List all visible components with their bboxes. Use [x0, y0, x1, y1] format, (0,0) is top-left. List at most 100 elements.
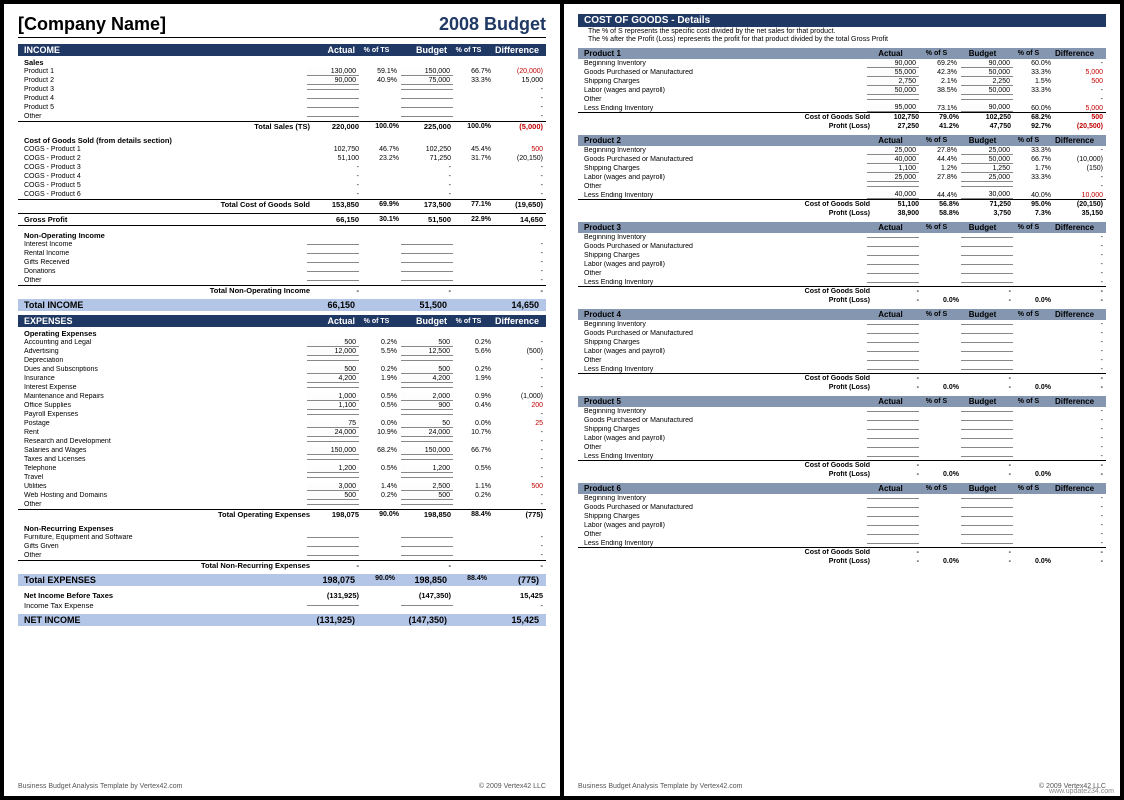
- footer: Business Budget Analysis Template by Ver…: [578, 779, 1106, 790]
- data-row: Product 4-: [18, 94, 546, 103]
- data-row: Product 3-: [18, 85, 546, 94]
- data-row: Shipping Charges2,7502.1%2,2501.5%500: [578, 77, 1106, 86]
- nr-hdr: Non-Recurring Expenses: [18, 524, 546, 533]
- data-row: Taxes and Licenses-: [18, 455, 546, 464]
- data-row: Other-: [578, 95, 1106, 104]
- data-row: Beginning Inventory25,00027.8%25,00033.3…: [578, 146, 1106, 155]
- data-row: Office Supplies1,1000.5%9000.4%200: [18, 401, 546, 410]
- product-header: Product 4Actual% of SBudget% of SDiffere…: [578, 309, 1106, 320]
- budget-title: 2008 Budget: [439, 14, 546, 35]
- data-row: Other-: [18, 500, 546, 509]
- sales-hdr: Sales: [18, 58, 546, 67]
- data-row: Dues and Subscriptions5000.2%5000.2%-: [18, 365, 546, 374]
- data-row: COGS - Product 3---: [18, 163, 546, 172]
- note1: The % of S represents the specific cost …: [578, 28, 1106, 36]
- data-row: Beginning Inventory-: [578, 233, 1106, 242]
- data-row: Research and Development-: [18, 437, 546, 446]
- data-row: Telephone1,2000.5%1,2000.5%-: [18, 464, 546, 473]
- data-row: Salaries and Wages150,00068.2%150,00066.…: [18, 446, 546, 455]
- data-row: Goods Purchased or Manufactured55,00042.…: [578, 68, 1106, 77]
- data-row: Shipping Charges-: [578, 512, 1106, 521]
- watermark: www.update234.com: [1049, 788, 1114, 795]
- data-row: COGS - Product 1102,75046.7%102,25045.4%…: [18, 145, 546, 154]
- data-row: COGS - Product 6---: [18, 190, 546, 199]
- data-row: Shipping Charges1,1001.2%1,2501.7%(150): [578, 164, 1106, 173]
- data-row: Goods Purchased or Manufactured-: [578, 329, 1106, 338]
- data-row: Product 5-: [18, 103, 546, 112]
- data-row: Shipping Charges-: [578, 338, 1106, 347]
- product-header: Product 1Actual% of SBudget% of SDiffere…: [578, 48, 1106, 59]
- data-row: Shipping Charges-: [578, 425, 1106, 434]
- data-row: Labor (wages and payroll)-: [578, 434, 1106, 443]
- data-row: Less Ending Inventory-: [578, 452, 1106, 461]
- data-row: Beginning Inventory-: [578, 494, 1106, 503]
- data-row: Other-: [18, 276, 546, 285]
- data-row: Less Ending Inventory-: [578, 539, 1106, 548]
- net-income: NET INCOME(131,925)(147,350)15,425: [18, 614, 546, 626]
- data-row: Beginning Inventory-: [578, 320, 1106, 329]
- data-row: Rental Income-: [18, 249, 546, 258]
- data-row: Utilities3,0001.4%2,5001.1%500: [18, 482, 546, 491]
- total-income: Total INCOME66,15051,50014,650: [18, 299, 546, 311]
- income-header: INCOME Actual % of TS Budget % of TS Dif…: [18, 44, 546, 56]
- nonop-hdr: Non-Operating Income: [18, 231, 546, 240]
- total-expenses: Total EXPENSES198,07590.0%198,85088.4%(7…: [18, 574, 546, 586]
- data-row: Gifts Received-: [18, 258, 546, 267]
- data-row: Other-: [578, 443, 1106, 452]
- data-row: Other-: [578, 356, 1106, 365]
- data-row: Labor (wages and payroll)-: [578, 260, 1106, 269]
- data-row: Goods Purchased or Manufactured-: [578, 416, 1106, 425]
- product-header: Product 5Actual% of SBudget% of SDiffere…: [578, 396, 1106, 407]
- data-row: Accounting and Legal5000.2%5000.2%-: [18, 338, 546, 347]
- data-row: Shipping Charges-: [578, 251, 1106, 260]
- data-row: Maintenance and Repairs1,0000.5%2,0000.9…: [18, 392, 546, 401]
- cogs-hdr: Cost of Goods Sold (from details section…: [18, 136, 546, 145]
- data-row: Postage750.0%500.0%25: [18, 419, 546, 428]
- data-row: Goods Purchased or Manufactured40,00044.…: [578, 155, 1106, 164]
- data-row: Depreciation-: [18, 356, 546, 365]
- data-row: Payroll Expenses-: [18, 410, 546, 419]
- data-row: Goods Purchased or Manufactured-: [578, 503, 1106, 512]
- data-row: Other-: [578, 530, 1106, 539]
- data-row: Web Hosting and Domains5000.2%5000.2%-: [18, 491, 546, 500]
- data-row: COGS - Product 251,10023.2%71,25031.7%(2…: [18, 154, 546, 163]
- data-row: Product 290,00040.9%75,00033.3%15,000: [18, 76, 546, 85]
- data-row: Other-: [18, 551, 546, 560]
- data-row: Less Ending Inventory40,00044.4%30,00040…: [578, 191, 1106, 200]
- note2: The % after the Profit (Loss) represents…: [578, 36, 1106, 44]
- data-row: Gifts Given-: [18, 542, 546, 551]
- data-row: Less Ending Inventory-: [578, 365, 1106, 374]
- data-row: Labor (wages and payroll)-: [578, 521, 1106, 530]
- data-row: Donations-: [18, 267, 546, 276]
- data-row: Labor (wages and payroll)25,00027.8%25,0…: [578, 173, 1106, 182]
- data-row: Less Ending Inventory95,00073.1%90,00060…: [578, 104, 1106, 113]
- data-row: Product 1130,00059.1%150,00066.7%(20,000…: [18, 67, 546, 76]
- data-row: Labor (wages and payroll)-: [578, 347, 1106, 356]
- page-left: [Company Name] 2008 Budget INCOME Actual…: [4, 4, 560, 796]
- header: [Company Name] 2008 Budget: [18, 14, 546, 38]
- page-right: COST OF GOODS - Details The % of S repre…: [564, 4, 1120, 796]
- product-header: Product 2Actual% of SBudget% of SDiffere…: [578, 135, 1106, 146]
- data-row: Insurance4,2001.9%4,2001.9%-: [18, 374, 546, 383]
- data-row: Goods Purchased or Manufactured-: [578, 242, 1106, 251]
- data-row: Interest Expense-: [18, 383, 546, 392]
- data-row: COGS - Product 4---: [18, 172, 546, 181]
- data-row: Other-: [578, 269, 1106, 278]
- footer: Business Budget Analysis Template by Ver…: [18, 779, 546, 790]
- opex-hdr: Operating Expenses: [18, 329, 546, 338]
- company-name: [Company Name]: [18, 14, 166, 35]
- data-row: Labor (wages and payroll)50,00038.5%50,0…: [578, 86, 1106, 95]
- data-row: Interest Income-: [18, 240, 546, 249]
- data-row: Advertising12,0005.5%12,5005.6%(500): [18, 347, 546, 356]
- data-row: Furniture, Equipment and Software-: [18, 533, 546, 542]
- data-row: Beginning Inventory90,00069.2%90,00060.0…: [578, 59, 1106, 68]
- expenses-header: EXPENSES Actual % of TS Budget % of TS D…: [18, 315, 546, 327]
- data-row: Travel-: [18, 473, 546, 482]
- product-header: Product 6Actual% of SBudget% of SDiffere…: [578, 483, 1106, 494]
- data-row: Less Ending Inventory-: [578, 278, 1106, 287]
- data-row: COGS - Product 5---: [18, 181, 546, 190]
- data-row: Other-: [578, 182, 1106, 191]
- data-row: Beginning Inventory-: [578, 407, 1106, 416]
- data-row: Other-: [18, 112, 546, 121]
- cog-header: COST OF GOODS - Details: [578, 14, 1106, 27]
